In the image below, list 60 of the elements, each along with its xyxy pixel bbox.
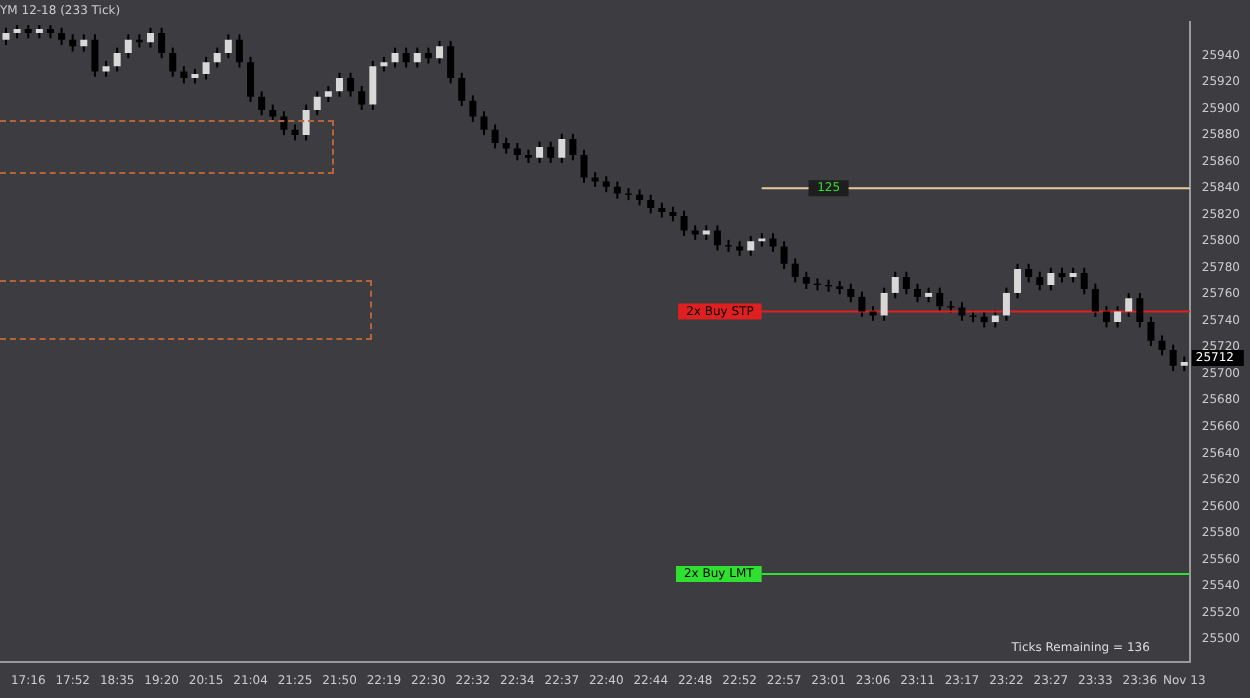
candlestick bbox=[891, 270, 899, 300]
candlestick bbox=[880, 286, 888, 322]
candlestick bbox=[791, 257, 799, 284]
candlestick bbox=[169, 46, 177, 78]
candlestick bbox=[358, 85, 366, 111]
candlestick bbox=[158, 26, 166, 60]
candlestick bbox=[713, 224, 721, 252]
candlestick bbox=[1136, 291, 1144, 329]
candlestick bbox=[436, 39, 444, 65]
candlestick bbox=[902, 270, 910, 296]
candlestick bbox=[547, 140, 555, 164]
candlestick bbox=[769, 232, 777, 253]
candlestick bbox=[1158, 334, 1166, 357]
candlestick bbox=[391, 46, 399, 69]
candlestick bbox=[858, 290, 866, 318]
candlestick bbox=[302, 103, 310, 142]
candlestick bbox=[247, 55, 255, 103]
candlestick bbox=[313, 90, 321, 117]
candlestick bbox=[147, 26, 155, 49]
candlestick bbox=[335, 71, 343, 98]
candlestick bbox=[780, 240, 788, 271]
candlestick bbox=[1080, 266, 1088, 296]
candlestick bbox=[413, 46, 421, 69]
candlestick bbox=[647, 193, 655, 215]
candlestick bbox=[847, 282, 855, 304]
candlestick bbox=[536, 140, 544, 164]
candlestick bbox=[1091, 282, 1099, 318]
candlestick bbox=[1047, 266, 1055, 292]
candlestick bbox=[113, 46, 121, 73]
candlestick bbox=[1014, 262, 1022, 300]
candlestick bbox=[202, 55, 210, 81]
candlestick bbox=[680, 209, 688, 237]
candlestick bbox=[580, 148, 588, 184]
candlestick bbox=[458, 71, 466, 107]
candlestick bbox=[1114, 305, 1122, 329]
candlestick bbox=[1036, 270, 1044, 292]
candlestick bbox=[258, 90, 266, 117]
candlestick bbox=[491, 123, 499, 150]
candlestick bbox=[1169, 343, 1177, 373]
candlestick bbox=[447, 39, 455, 85]
candlestick bbox=[1025, 262, 1033, 284]
candlestick bbox=[235, 33, 243, 69]
candlestick bbox=[91, 33, 99, 78]
candlestick bbox=[936, 286, 944, 313]
candlestick bbox=[1002, 286, 1010, 322]
candlestick bbox=[558, 132, 566, 164]
candlestick bbox=[569, 132, 577, 162]
candlestick bbox=[1147, 315, 1155, 347]
candlestick bbox=[469, 94, 477, 123]
candlestick bbox=[1125, 291, 1133, 318]
candlestick bbox=[347, 71, 355, 98]
candlestick bbox=[213, 46, 221, 69]
candlestick bbox=[913, 282, 921, 304]
candlestick bbox=[124, 33, 132, 60]
candlestick bbox=[369, 59, 377, 111]
candlestick bbox=[1102, 305, 1110, 329]
candlestick bbox=[747, 234, 755, 257]
candlestick bbox=[480, 110, 488, 137]
candlestick bbox=[224, 33, 232, 60]
candlestick bbox=[402, 46, 410, 69]
